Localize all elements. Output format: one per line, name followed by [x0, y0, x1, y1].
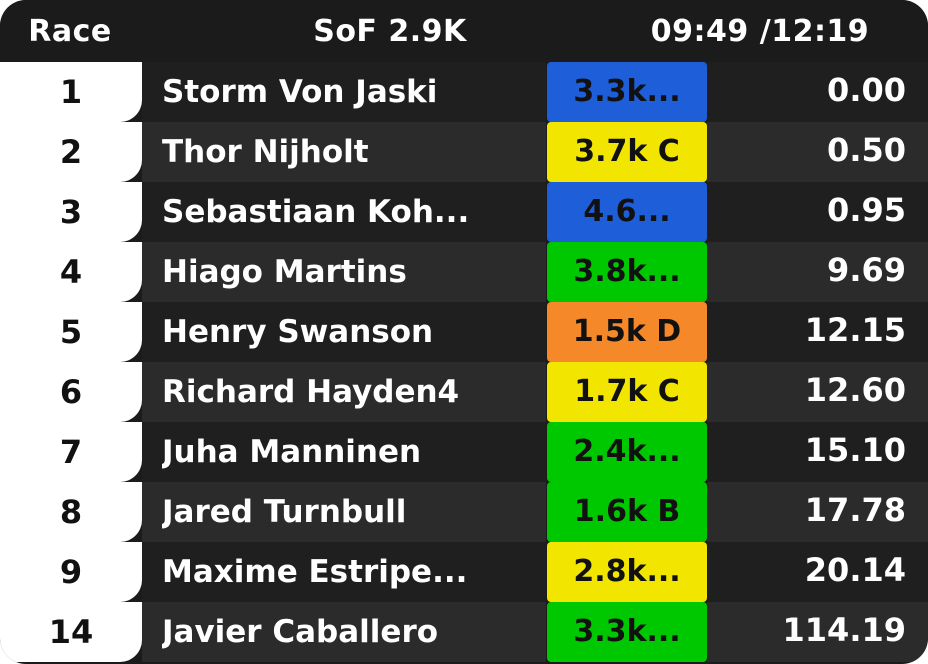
driver-name: Juha Manninen — [162, 434, 422, 470]
gap-cell: 17.78 — [707, 482, 928, 542]
rating-license-badge: 1.7k C — [547, 362, 707, 422]
gap-cell: 9.69 — [707, 242, 928, 302]
position-number: 14 — [48, 613, 94, 651]
driver-name-cell: Juha Manninen — [142, 422, 546, 482]
gap-cell: 20.14 — [707, 542, 928, 602]
rating-license-text: 1.6k B — [573, 494, 681, 529]
position-cell: 5 — [0, 302, 142, 362]
position-cell: 1 — [0, 62, 142, 122]
driver-name-cell: Jared Turnbull — [142, 482, 546, 542]
standings-row: 4 Hiago Martins 3.8k... 9.69 — [0, 242, 928, 302]
position-number: 2 — [59, 133, 83, 171]
standings-row: 7 Juha Manninen 2.4k... 15.10 — [0, 422, 928, 482]
rating-license-badge: 3.3k... — [547, 62, 707, 122]
rating-license-text: 1.7k C — [574, 374, 680, 409]
driver-name: Javier Caballero — [162, 614, 439, 650]
gap-value: 17.78 — [804, 491, 906, 529]
position-number: 1 — [59, 73, 83, 111]
driver-name: Sebastiaan Koh... — [162, 194, 470, 230]
gap-value: 12.15 — [804, 311, 906, 349]
driver-name-cell: Henry Swanson — [142, 302, 546, 362]
position-cell: 8 — [0, 482, 142, 542]
position-cell: 2 — [0, 122, 142, 182]
driver-name: Hiago Martins — [162, 254, 407, 290]
position-cell: 7 — [0, 422, 142, 482]
driver-name: Thor Nijholt — [162, 134, 369, 170]
strength-of-field-label: SoF 2.9K — [313, 14, 467, 49]
driver-name-cell: Sebastiaan Koh... — [142, 182, 546, 242]
rating-license-text: 2.8k... — [573, 554, 681, 589]
position-cell: 4 — [0, 242, 142, 302]
rating-license-badge: 3.8k... — [547, 242, 707, 302]
standings-row: 6 Richard Hayden4 1.7k C 12.60 — [0, 362, 928, 422]
rating-license-text: 2.4k... — [573, 434, 681, 469]
gap-value: 0.50 — [827, 131, 906, 169]
rating-license-badge: 2.4k... — [547, 422, 707, 482]
driver-name-cell: Richard Hayden4 — [142, 362, 546, 422]
gap-cell: 12.60 — [707, 362, 928, 422]
position-cell: 6 — [0, 362, 142, 422]
rating-license-badge: 2.8k... — [547, 542, 707, 602]
driver-name: Richard Hayden4 — [162, 374, 460, 410]
driver-name: Maxime Estripe... — [162, 554, 468, 590]
rating-license-text: 1.5k D — [572, 314, 682, 349]
rating-license-text: 3.7k C — [574, 134, 680, 169]
position-number: 4 — [59, 253, 83, 291]
session-time-label: 09:49 /12:19 — [650, 14, 870, 49]
position-cell: 9 — [0, 542, 142, 602]
rating-license-badge: 1.6k B — [547, 482, 707, 542]
rating-license-text: 3.3k... — [573, 614, 681, 649]
rating-license-text: 3.3k... — [573, 74, 681, 109]
rating-license-badge: 4.6... — [547, 182, 707, 242]
gap-cell: 0.00 — [707, 62, 928, 122]
gap-cell: 114.19 — [707, 602, 928, 662]
gap-value: 114.19 — [782, 611, 906, 649]
gap-value: 9.69 — [827, 251, 906, 289]
rating-license-badge: 3.7k C — [547, 122, 707, 182]
position-number: 8 — [59, 493, 83, 531]
gap-value: 0.00 — [827, 71, 906, 109]
driver-name-cell: Hiago Martins — [142, 242, 546, 302]
gap-value: 20.14 — [804, 551, 906, 589]
gap-cell: 15.10 — [707, 422, 928, 482]
position-number: 9 — [59, 553, 83, 591]
driver-name-cell: Maxime Estripe... — [142, 542, 546, 602]
position-cell: 3 — [0, 182, 142, 242]
gap-cell: 12.15 — [707, 302, 928, 362]
gap-cell: 0.50 — [707, 122, 928, 182]
standings-row: 8 Jared Turnbull 1.6k B 17.78 — [0, 482, 928, 542]
gap-cell: 0.95 — [707, 182, 928, 242]
standings-rows: 1 Storm Von Jaski 3.3k... 0.00 2 Thor Nijholt… — [0, 62, 928, 662]
gap-value: 12.60 — [804, 371, 906, 409]
standings-row: 14 Javier Caballero 3.3k... 114.19 — [0, 602, 928, 662]
rating-license-text: 3.8k... — [573, 254, 681, 289]
driver-name: Henry Swanson — [162, 314, 434, 350]
gap-value: 15.10 — [804, 431, 906, 469]
standings-row: 3 Sebastiaan Koh... 4.6... 0.95 — [0, 182, 928, 242]
driver-name-cell: Storm Von Jaski — [142, 62, 546, 122]
position-number: 7 — [59, 433, 83, 471]
position-cell: 14 — [0, 602, 142, 662]
standings-row: 2 Thor Nijholt 3.7k C 0.50 — [0, 122, 928, 182]
standings-row: 9 Maxime Estripe... 2.8k... 20.14 — [0, 542, 928, 602]
rating-license-badge: 1.5k D — [547, 302, 707, 362]
driver-name: Jared Turnbull — [162, 494, 407, 530]
rating-license-badge: 3.3k... — [547, 602, 707, 662]
driver-name: Storm Von Jaski — [162, 74, 438, 110]
race-label: Race — [28, 14, 112, 49]
standings-row: 1 Storm Von Jaski 3.3k... 0.00 — [0, 62, 928, 122]
driver-name-cell: Thor Nijholt — [142, 122, 546, 182]
position-number: 3 — [59, 193, 83, 231]
standings-row: 5 Henry Swanson 1.5k D 12.15 — [0, 302, 928, 362]
gap-value: 0.95 — [827, 191, 906, 229]
driver-name-cell: Javier Caballero — [142, 602, 546, 662]
rating-license-text: 4.6... — [583, 194, 671, 229]
standings-header: Race SoF 2.9K 09:49 /12:19 — [0, 0, 928, 62]
position-number: 5 — [59, 313, 83, 351]
position-number: 6 — [59, 373, 83, 411]
